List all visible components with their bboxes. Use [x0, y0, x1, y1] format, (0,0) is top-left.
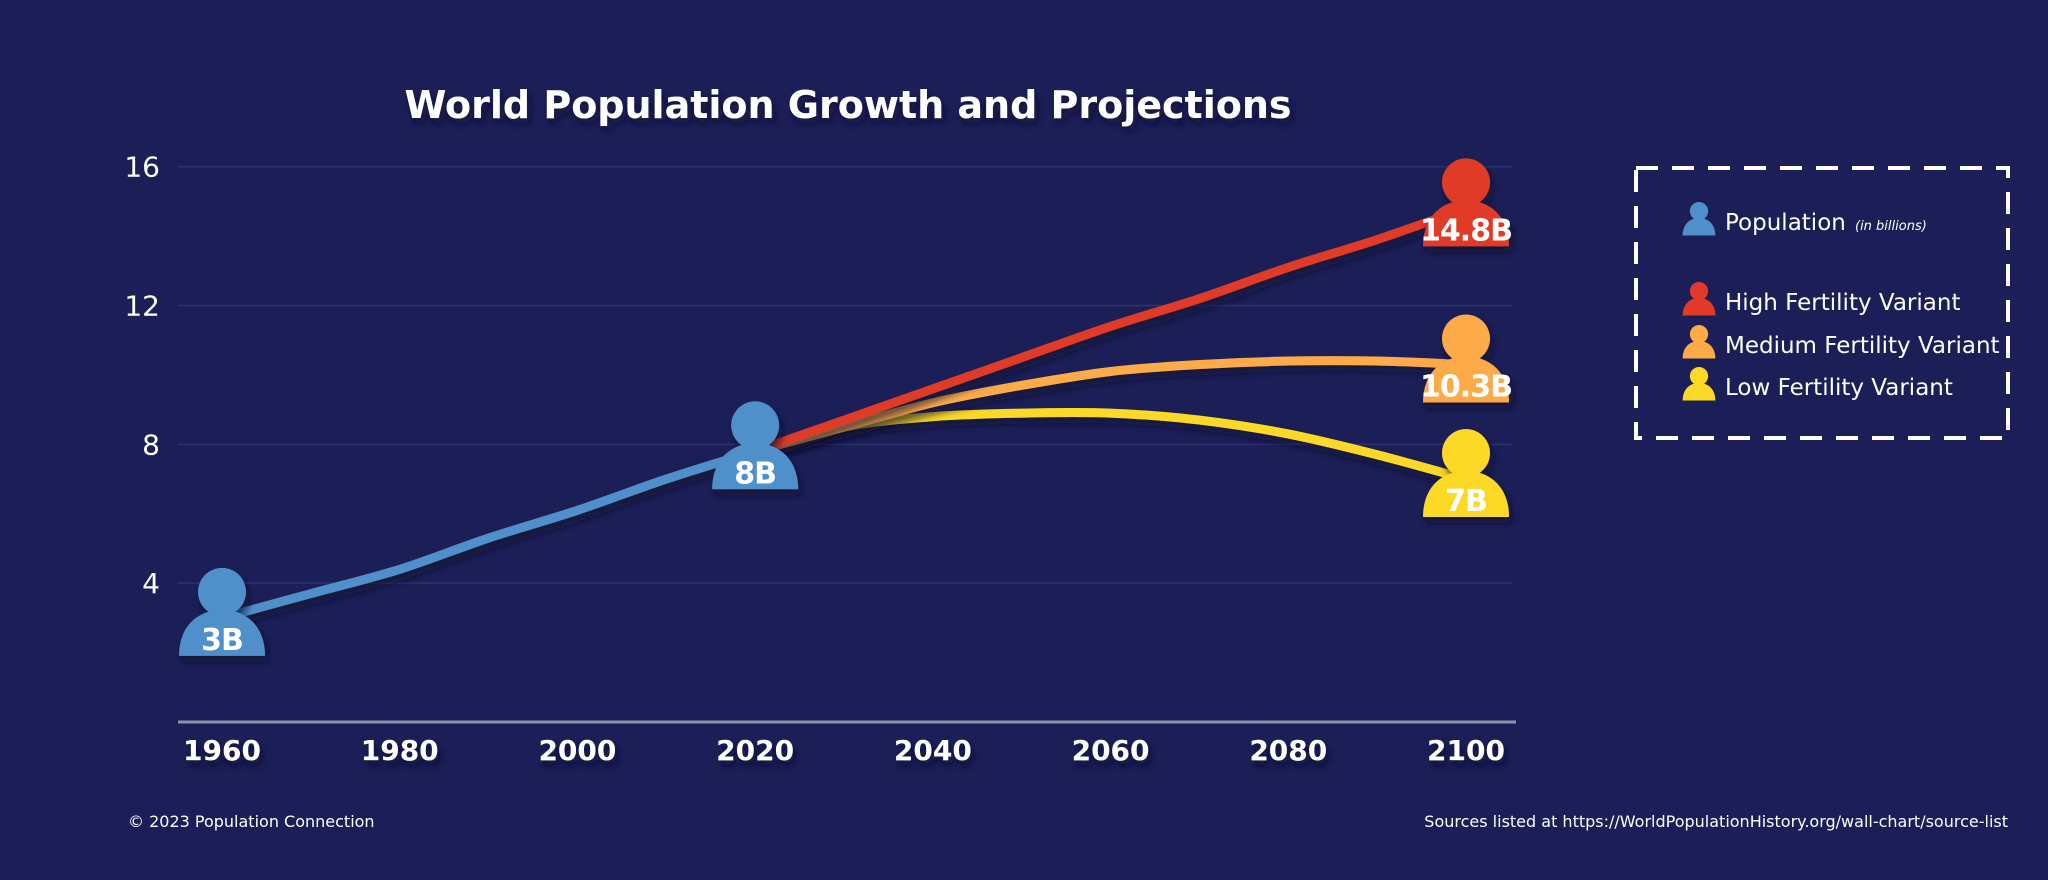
sources-text: Sources listed at https://WorldPopulatio…	[1424, 812, 2008, 831]
y-tick-label: 4	[142, 567, 160, 600]
data-label: 10.3B	[1420, 370, 1512, 405]
legend-label: Low Fertility Variant	[1725, 375, 1953, 401]
legend-unit-note: (in billions)	[1855, 219, 1927, 234]
y-tick-label: 8	[142, 428, 160, 461]
chart-title: World Population Growth and Projections	[404, 83, 1291, 127]
x-tick-label: 2000	[538, 734, 616, 767]
grid-lines: 4 8 12 16	[124, 151, 1512, 600]
data-marker: 8B	[712, 401, 799, 491]
legend: Population (in billions) High Fertility Va…	[1634, 166, 2010, 440]
y-tick-label: 12	[124, 290, 160, 323]
legend-person-icon	[1682, 282, 1716, 316]
person-icon	[1423, 158, 1509, 247]
x-tick-label: 2040	[894, 734, 972, 767]
legend-label: High Fertility Variant	[1725, 290, 1960, 316]
data-marker: 10.3B	[1420, 314, 1513, 405]
legend-person-icon	[1682, 202, 1716, 236]
data-label: 14.8B	[1420, 213, 1512, 248]
x-tick-label: 1960	[183, 734, 261, 767]
legend-person-icon	[1682, 325, 1716, 359]
data-marker: 14.8B	[1420, 158, 1513, 248]
x-tick-label: 2020	[716, 734, 794, 767]
x-tick-label: 1980	[361, 734, 439, 767]
data-label: 7B	[1445, 484, 1487, 519]
x-tick-label: 2060	[1072, 734, 1150, 767]
x-axis: 1960 1980 2000 2020 2040 2060 2080 2100	[178, 720, 1516, 767]
copyright-text: © 2023 Population Connection	[128, 812, 375, 831]
person-markers: 3B 8B 14.8B 10.3B 7B	[179, 158, 1513, 658]
legend-label: Medium Fertility Variant	[1725, 333, 2000, 359]
legend-box	[1634, 166, 2010, 440]
series-line-2	[750, 356, 1471, 456]
data-marker: 7B	[1423, 429, 1509, 519]
legend-person-icon	[1682, 367, 1716, 401]
data-marker: 3B	[179, 567, 265, 658]
person-icon	[1423, 429, 1509, 518]
series-lines	[217, 203, 1471, 623]
person-icon	[179, 567, 265, 656]
x-tick-label: 2080	[1249, 734, 1327, 767]
data-label: 3B	[201, 623, 243, 658]
series-line-0	[217, 446, 760, 623]
x-tick-label: 2100	[1427, 734, 1505, 767]
y-tick-label: 16	[124, 151, 160, 184]
series-line-1	[750, 203, 1471, 456]
data-label: 8B	[734, 456, 776, 491]
legend-label: Population	[1725, 210, 1846, 236]
person-icon	[1423, 314, 1509, 403]
person-icon	[712, 401, 799, 490]
